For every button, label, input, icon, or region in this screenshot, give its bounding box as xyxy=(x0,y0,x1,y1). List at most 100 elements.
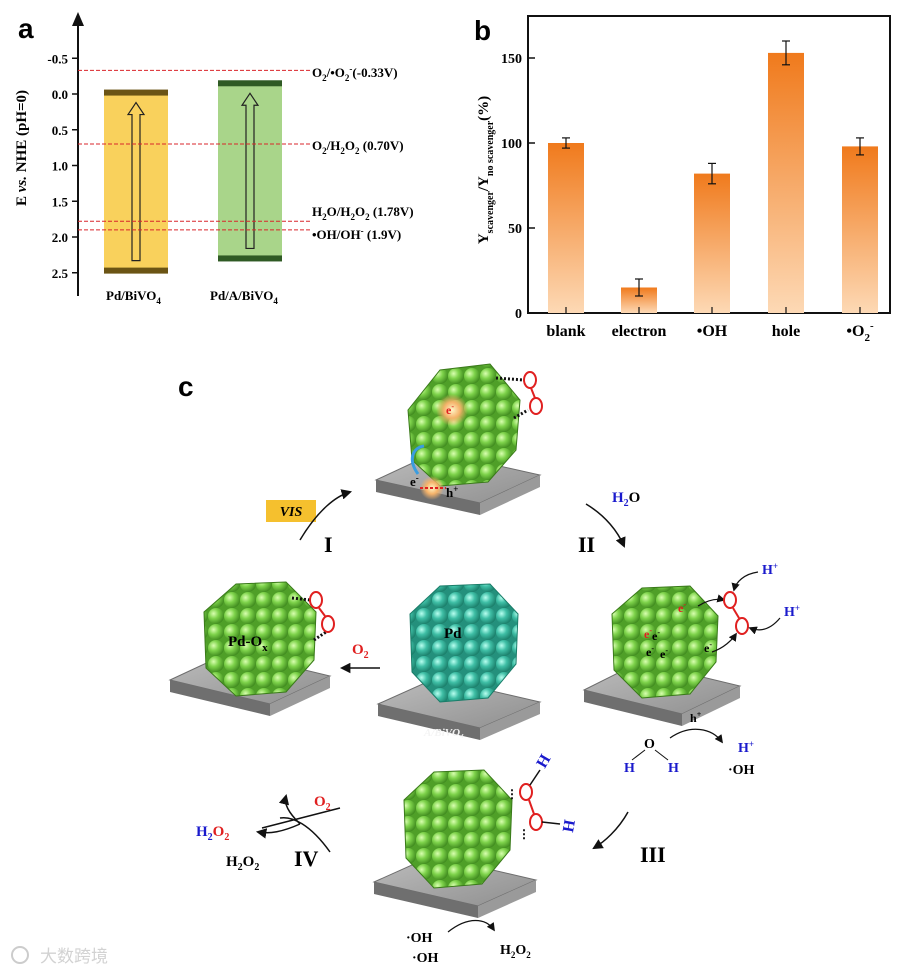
electron-label-top: e- xyxy=(446,402,454,417)
water-h-2: H xyxy=(668,761,679,776)
support-plate-right-edge xyxy=(682,686,740,726)
cluster-center: Pd A/BiVO₄ xyxy=(376,583,542,740)
band-gap-fill xyxy=(104,92,168,271)
o-h-bond-2 xyxy=(541,821,561,825)
support-plate-left-edge xyxy=(270,676,330,716)
panel-a-tick-label: 2.5 xyxy=(52,266,69,281)
water-o: O xyxy=(644,737,655,752)
valence-band-edge xyxy=(104,267,168,274)
oh-radical-2: ·OH xyxy=(412,951,439,966)
pdox-label: Pd-Ox xyxy=(228,634,268,654)
electron-to-o-arrow-2 xyxy=(711,632,737,653)
panel-b-tick-label: 0 xyxy=(515,307,522,322)
potential-label-o2-superoxide: O2/•O2-(-0.33V) xyxy=(312,64,398,83)
step-IV-curve xyxy=(261,807,341,853)
excitation-arrow-icon xyxy=(126,101,146,262)
cluster-top: e- e- h+ xyxy=(374,363,543,515)
oh-coupling-arrow xyxy=(447,919,495,933)
panel-b-x-label: blank xyxy=(546,323,585,340)
vis-badge xyxy=(266,500,316,522)
proton-product: H+ xyxy=(738,739,754,756)
pdox-nanoparticle xyxy=(203,581,317,697)
electron-right-3: e- xyxy=(652,628,660,643)
watermark-text: 大数跨境 xyxy=(40,947,108,966)
support-plate-bottom-side xyxy=(374,882,478,918)
o2-adsorption-label: O2 xyxy=(352,642,369,661)
h-atom-bottom-1: H xyxy=(533,751,554,771)
proton-right-1: H+ xyxy=(762,561,778,578)
pd-nanoparticle-center xyxy=(409,583,519,703)
potential-label-o2-h2o2: O2/H2O2 (0.70V) xyxy=(312,138,404,156)
step-III-arrow xyxy=(592,811,629,850)
bar-oh xyxy=(694,173,730,313)
panel-b-x-labels: blank electron •OH hole •O2- xyxy=(546,320,874,344)
cluster-left: Pd-Ox xyxy=(168,581,335,716)
panel-a-tick-label: 1.5 xyxy=(52,194,69,209)
electron-right-5: e- xyxy=(660,646,668,661)
panel-a-potential-lines xyxy=(78,69,310,231)
oxygen-atom-top-2 xyxy=(529,397,543,415)
electron-right-2: e- xyxy=(644,626,652,641)
step-I-arrow xyxy=(299,489,353,541)
water-h-1: H xyxy=(624,761,635,776)
support-label: A/BiVO₄ xyxy=(423,727,464,739)
pd-nanoparticle-top xyxy=(407,363,521,487)
panel-c: c e- e- h+ VIS I H2O II xyxy=(168,363,800,966)
watermark: 大数跨境 xyxy=(11,946,108,966)
water-oxidation: O H H H+ ·OH xyxy=(624,728,755,778)
hole-right: h+ xyxy=(690,710,702,725)
step-I-label: I xyxy=(324,532,333,557)
proton-right-2: H+ xyxy=(784,603,800,620)
pd-nanoparticle-right xyxy=(611,585,719,699)
panel-a: a -0.5 0.0 0.5 1.0 1.5 2.0 2.5 E vs. NHE (pH=0… xyxy=(14,12,414,306)
exciton-electron: e- xyxy=(410,473,419,489)
oxygen-atom-top-1 xyxy=(523,371,537,389)
support-plate-right-side xyxy=(584,690,682,726)
potential-label-oh-radical: •OH/OH- (1.9V) xyxy=(312,226,401,242)
panel-b-tick-label: 100 xyxy=(501,137,522,152)
step-IV-label: IV xyxy=(294,846,319,871)
o-o-bond-top xyxy=(530,387,536,399)
support-plate-center-side xyxy=(378,704,480,740)
h2o2-product-bottom: H2O2 xyxy=(500,943,531,960)
panel-b-bars xyxy=(548,40,878,314)
water-oxidation-arrow xyxy=(669,728,723,744)
conduction-band-edge xyxy=(218,80,282,87)
electron-glow-top xyxy=(436,394,468,426)
adsorption-bond-top-2 xyxy=(513,408,529,420)
step-IV-o2-release-arrow xyxy=(278,793,301,825)
step-II-arrow xyxy=(585,503,626,548)
panel-a-category-pd-a-bivo4: Pd/A/BiVO4 xyxy=(210,288,278,306)
adsorption-bond-top-1 xyxy=(495,376,525,382)
o-o-bond-right xyxy=(732,607,740,619)
valence-band-edge xyxy=(218,255,282,262)
panel-a-bands xyxy=(104,80,282,274)
panel-b-letter: b xyxy=(474,15,491,46)
hydroxyl-radical-product: ·OH xyxy=(728,763,755,778)
oxygen-atom-left-1 xyxy=(309,591,323,609)
panel-a-tick-label: 0.5 xyxy=(52,123,69,138)
electron-right-6: e- xyxy=(704,640,712,655)
panel-b-y-ticks: 0 50 100 150 xyxy=(501,52,535,322)
support-plate-center-edge xyxy=(480,702,540,740)
step-II-h2o: H2O xyxy=(612,490,640,509)
panel-b-x-label: •O2- xyxy=(846,320,874,344)
oh-radical-1: ·OH xyxy=(406,931,433,946)
electron-right-4: e- xyxy=(646,644,654,659)
panel-a-tick-label: -0.5 xyxy=(47,51,68,66)
panel-b-x-label: •OH xyxy=(697,323,728,340)
panel-a-y-axis-label: E vs. NHE (pH=0) xyxy=(14,90,30,206)
electron-to-o-arrow-1 xyxy=(697,594,726,607)
panel-a-tick-label: 0.0 xyxy=(52,87,68,102)
cluster-bottom: ⋮ ⋮ H H xyxy=(372,751,579,918)
support-plate-left-side xyxy=(170,680,270,716)
o-h-bond-1 xyxy=(529,769,541,786)
potential-label-h2o-h2o2: H2O/H2O2 (1.78V) xyxy=(312,204,414,222)
step-IV-o2: O2 xyxy=(314,794,331,813)
dots-bond-1: ⋮ xyxy=(506,787,518,801)
panel-a-tick-label: 1.0 xyxy=(52,159,68,174)
o-o-bond-left xyxy=(318,607,326,617)
support-plate-bottom-edge xyxy=(478,880,536,918)
cluster-right: e- e- e- e- e- e- H+ H+ h+ xyxy=(582,561,800,726)
